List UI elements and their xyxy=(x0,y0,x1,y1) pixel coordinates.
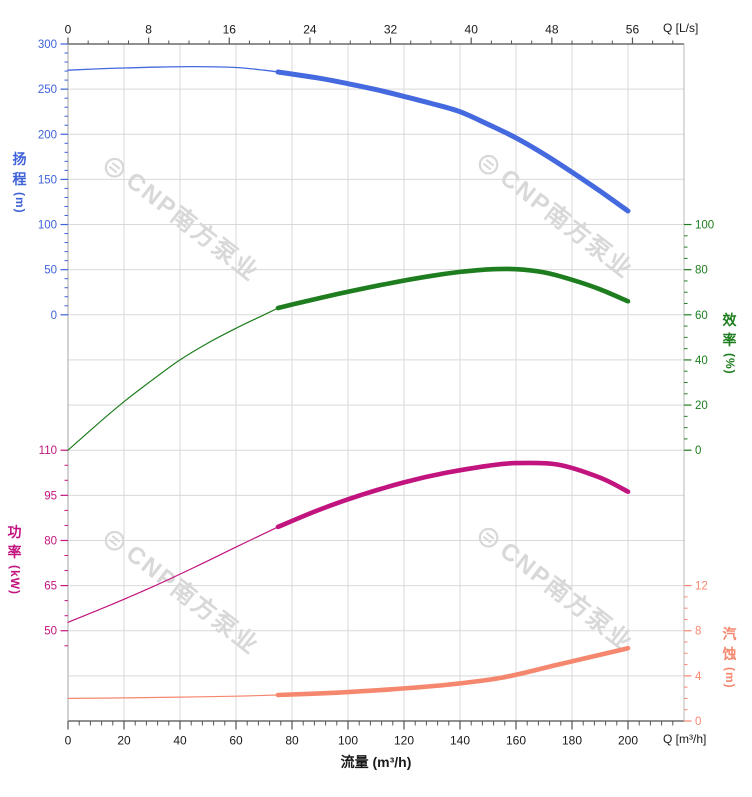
head-axis-title-text: 扬程 xyxy=(12,151,27,187)
svg-text:110: 110 xyxy=(39,445,57,457)
svg-text:95: 95 xyxy=(44,490,57,502)
svg-text:40: 40 xyxy=(465,23,479,37)
svg-text:40: 40 xyxy=(695,355,708,367)
grid-layer xyxy=(68,44,684,721)
svg-text:80: 80 xyxy=(44,535,57,547)
plot-frame xyxy=(67,43,685,722)
svg-text:200: 200 xyxy=(38,129,57,141)
top-axis-unit-label: Q [L/s] xyxy=(663,21,699,35)
head-axis-unit: (m) xyxy=(12,192,27,214)
svg-text:0: 0 xyxy=(51,310,57,322)
efficiency-curve xyxy=(67,266,631,451)
svg-text:150: 150 xyxy=(38,174,57,186)
svg-text:100: 100 xyxy=(38,220,57,232)
efficiency-axis-title: 效率 (%) xyxy=(721,311,738,375)
svg-text:0: 0 xyxy=(695,445,701,457)
svg-text:0: 0 xyxy=(65,734,72,748)
svg-text:0: 0 xyxy=(695,716,701,728)
svg-text:100: 100 xyxy=(695,220,714,232)
svg-text:60: 60 xyxy=(229,734,243,748)
svg-text:50: 50 xyxy=(44,626,57,638)
svg-text:8: 8 xyxy=(695,626,701,638)
npsh-curve xyxy=(67,645,631,699)
npsh-axis-title-text: 汽蚀 xyxy=(722,626,737,662)
svg-text:20: 20 xyxy=(117,734,131,748)
svg-text:300: 300 xyxy=(38,39,57,51)
npsh-axis-title: 汽蚀 (m) xyxy=(721,625,738,689)
svg-text:250: 250 xyxy=(38,84,57,96)
svg-text:100: 100 xyxy=(338,734,358,748)
bottom-flow-axis: 0 20 40 60 80 100 120 140 160 180 200 xyxy=(65,721,674,748)
power-curve xyxy=(67,460,631,623)
power-axis-title-text: 功率 xyxy=(7,524,22,560)
npsh-axis-unit: (m) xyxy=(722,667,737,689)
svg-text:60: 60 xyxy=(695,310,708,322)
svg-text:65: 65 xyxy=(44,581,57,593)
head-axis: 300 250 200 150 100 50 0 xyxy=(38,39,68,322)
svg-text:16: 16 xyxy=(223,23,237,37)
svg-text:48: 48 xyxy=(545,23,559,37)
svg-text:180: 180 xyxy=(562,734,582,748)
svg-text:0: 0 xyxy=(65,23,72,37)
head-axis-title: 扬程 (m) xyxy=(11,150,28,214)
svg-text:50: 50 xyxy=(44,265,57,277)
svg-text:160: 160 xyxy=(506,734,526,748)
flow-axis-title: 流量 (m³/h) xyxy=(340,754,412,770)
svg-text:40: 40 xyxy=(173,734,187,748)
bottom-axis-unit-label: Q [m³/h] xyxy=(663,732,707,746)
npsh-axis: 12 8 4 0 xyxy=(684,581,708,728)
efficiency-axis-unit: (%) xyxy=(722,353,737,375)
svg-text:80: 80 xyxy=(285,734,299,748)
power-axis: 110 95 80 65 50 xyxy=(39,445,68,647)
svg-text:140: 140 xyxy=(450,734,470,748)
svg-text:12: 12 xyxy=(695,581,708,593)
head-curve xyxy=(67,65,631,214)
efficiency-axis-title-text: 效率 xyxy=(722,312,737,348)
svg-text:200: 200 xyxy=(618,734,638,748)
efficiency-axis: 100 80 60 40 20 0 xyxy=(684,220,714,457)
top-flow-axis: 0 8 16 24 32 40 48 56 xyxy=(65,23,674,44)
svg-text:56: 56 xyxy=(626,23,640,37)
svg-text:80: 80 xyxy=(695,265,708,277)
svg-text:32: 32 xyxy=(384,23,398,37)
svg-text:20: 20 xyxy=(695,400,708,412)
svg-text:8: 8 xyxy=(145,23,152,37)
svg-text:4: 4 xyxy=(695,671,702,683)
power-axis-unit: (kW) xyxy=(7,565,22,596)
power-axis-title: 功率 (kW) xyxy=(6,523,23,595)
svg-text:120: 120 xyxy=(394,734,414,748)
svg-text:24: 24 xyxy=(303,23,317,37)
